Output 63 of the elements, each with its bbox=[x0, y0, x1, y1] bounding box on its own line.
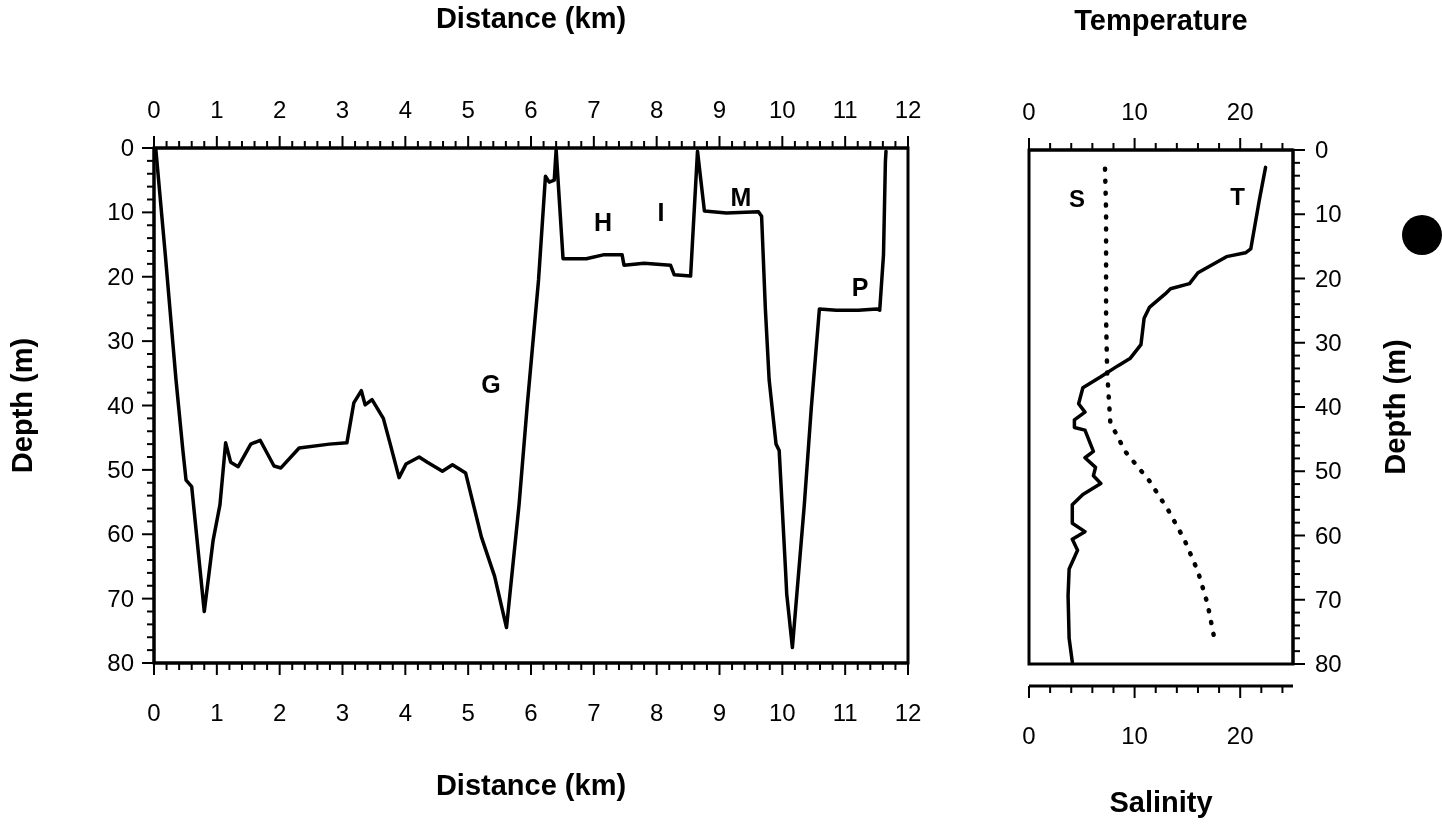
x2-tick-label: 8 bbox=[649, 699, 664, 726]
series-label: T bbox=[1230, 183, 1246, 211]
y-tick-label: 60 bbox=[1315, 521, 1342, 549]
annotation: H bbox=[593, 208, 613, 236]
x-tick-label: 12 bbox=[894, 96, 922, 123]
x-tick-label: 1 bbox=[210, 96, 224, 123]
y-tick-label: 50 bbox=[1315, 457, 1342, 485]
x2-axis-title: Distance (km) bbox=[435, 2, 627, 34]
x-tick-label: 6 bbox=[524, 96, 538, 123]
x-axis-title: Distance (km) bbox=[435, 769, 627, 801]
x-tick-label: 3 bbox=[335, 96, 350, 123]
y-tick-label: 40 bbox=[107, 391, 134, 419]
y-axis-title: Depth (m) bbox=[1379, 339, 1411, 475]
y-tick-label: 50 bbox=[107, 455, 134, 483]
x-tick-label: 7 bbox=[587, 96, 601, 123]
x2-tick-label: 11 bbox=[832, 699, 858, 726]
x-tick-label: 8 bbox=[649, 96, 664, 123]
x-tick-label: 11 bbox=[832, 96, 858, 123]
x2-tick-label: 6 bbox=[524, 699, 538, 726]
y-tick-label: 10 bbox=[1315, 200, 1342, 228]
x2-tick-label: 7 bbox=[587, 699, 601, 726]
annotation: G bbox=[481, 370, 501, 398]
y-tick-label: 60 bbox=[107, 520, 134, 548]
x2-tick-label: 10 bbox=[768, 699, 796, 726]
x-tick-label: 0 bbox=[147, 96, 161, 123]
y-tick-label: 10 bbox=[107, 198, 134, 226]
x-tick-label: 4 bbox=[398, 96, 413, 123]
y-axis-title: Depth (m) bbox=[6, 337, 38, 474]
y-tick-label: 0 bbox=[1315, 136, 1329, 163]
x2-tick-label: 0 bbox=[1022, 722, 1036, 749]
y-tick-label: 20 bbox=[1315, 264, 1342, 292]
x2-tick-label: 12 bbox=[894, 699, 922, 726]
y-tick-label: 30 bbox=[107, 327, 134, 355]
x2-tick-label: 10 bbox=[1121, 722, 1148, 749]
x2-tick-label: 0 bbox=[147, 699, 161, 726]
annotation: I bbox=[657, 198, 665, 226]
y-tick-label: 30 bbox=[1315, 328, 1342, 356]
series-label: S bbox=[1069, 184, 1086, 212]
x2-tick-label: 9 bbox=[712, 699, 727, 726]
y-tick-label: 0 bbox=[120, 134, 134, 161]
y-tick-label: 20 bbox=[107, 262, 134, 290]
x-axis-title: Salinity bbox=[1109, 786, 1213, 818]
x-tick-label: 20 bbox=[1226, 98, 1254, 125]
x-tick-label: 5 bbox=[461, 96, 475, 123]
x2-tick-label: 3 bbox=[335, 699, 350, 726]
y-tick-label: 40 bbox=[1315, 393, 1342, 420]
annotation: M bbox=[730, 183, 752, 211]
x2-axis-title: Temperature bbox=[1074, 4, 1248, 36]
x-tick-label: 2 bbox=[272, 96, 287, 123]
x2-tick-label: 20 bbox=[1226, 722, 1254, 749]
y-tick-label: 80 bbox=[107, 649, 134, 676]
y-tick-label: 70 bbox=[1315, 585, 1342, 613]
x-tick-label: 9 bbox=[712, 96, 727, 123]
x2-tick-label: 1 bbox=[210, 699, 224, 726]
y-tick-label: 80 bbox=[1315, 650, 1342, 677]
x-tick-label: 10 bbox=[1121, 98, 1148, 125]
x2-tick-label: 4 bbox=[398, 699, 413, 726]
x-tick-label: 10 bbox=[768, 96, 796, 123]
x-tick-label: 0 bbox=[1022, 98, 1036, 125]
x2-tick-label: 5 bbox=[461, 699, 475, 726]
y-tick-label: 70 bbox=[107, 584, 134, 612]
annotation: P bbox=[851, 273, 869, 301]
x2-tick-label: 2 bbox=[272, 699, 287, 726]
